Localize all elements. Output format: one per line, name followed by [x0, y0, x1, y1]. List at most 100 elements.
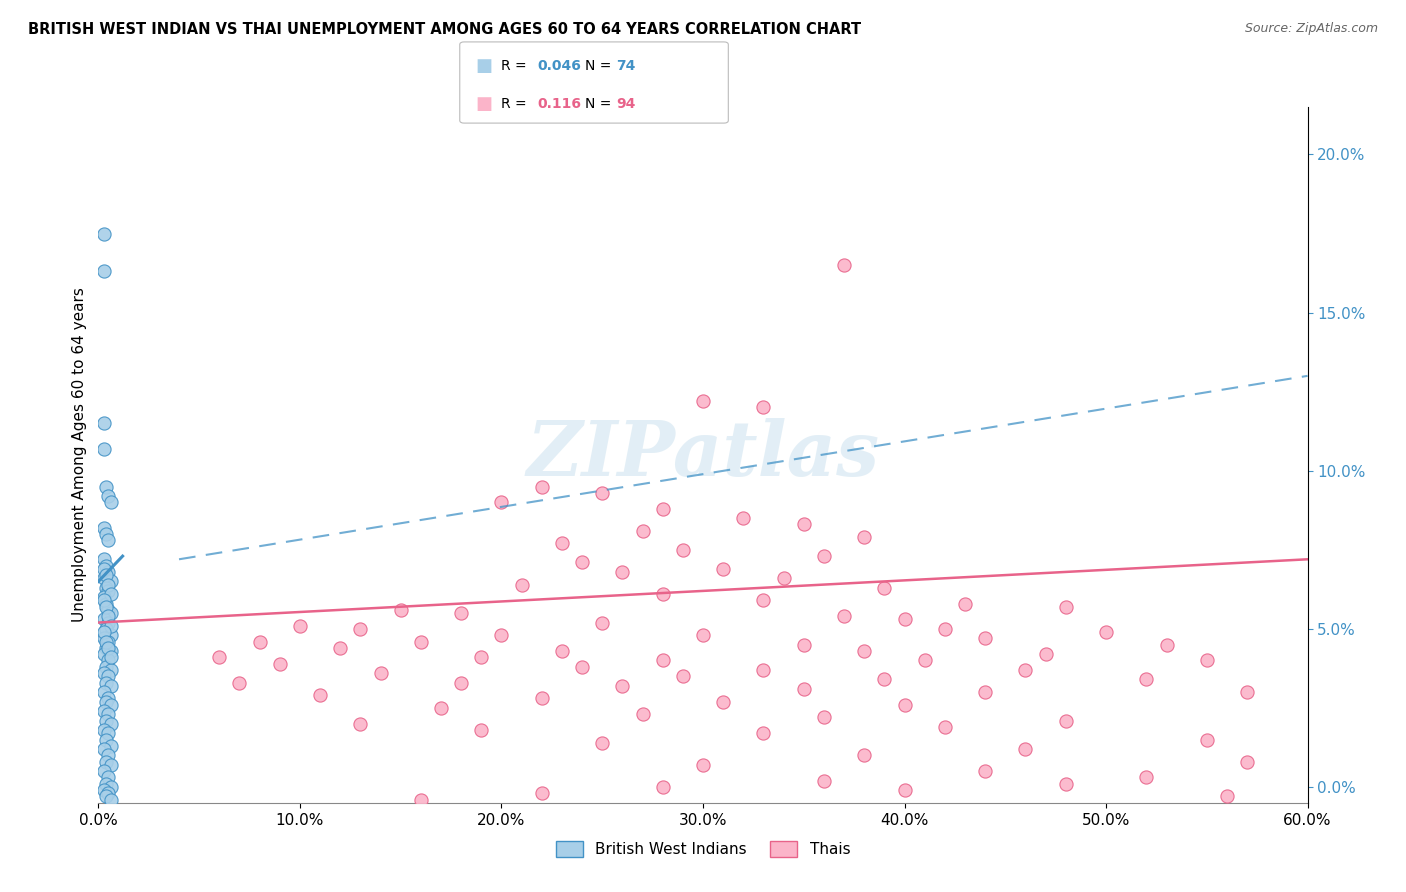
Point [1054, 714, 1077, 728]
Point [97, 603, 120, 617]
Point [97, 577, 120, 591]
Point [853, 748, 876, 763]
Point [97, 565, 120, 579]
Text: ■: ■ [475, 57, 492, 75]
Point [491, 495, 513, 509]
Point [93, 227, 115, 241]
Point [100, 618, 122, 632]
Point [96, 640, 118, 655]
Point [269, 657, 291, 671]
Point [349, 622, 371, 636]
Point [934, 622, 956, 636]
Point [571, 660, 593, 674]
Point [491, 628, 513, 642]
Point [370, 666, 392, 681]
Point [93, 552, 115, 566]
Point [974, 632, 997, 646]
Point [409, 792, 432, 806]
Text: R =: R = [501, 96, 534, 111]
Point [93, 442, 115, 456]
Point [752, 593, 775, 607]
Point [100, 606, 122, 620]
Point [551, 644, 574, 658]
Point [733, 511, 755, 525]
Point [409, 634, 432, 648]
Point [100, 679, 122, 693]
Point [97, 609, 120, 624]
Point [672, 542, 695, 557]
Point [96, 777, 118, 791]
Point [934, 720, 956, 734]
Point [97, 615, 120, 630]
Point [97, 653, 120, 667]
Point [470, 723, 492, 737]
Point [100, 663, 122, 677]
Point [100, 650, 122, 665]
Point [1216, 789, 1239, 804]
Point [97, 707, 120, 722]
Point [430, 701, 453, 715]
Point [96, 558, 118, 573]
Point [470, 650, 492, 665]
Point [93, 723, 115, 737]
Point [711, 562, 734, 576]
Text: 0.116: 0.116 [537, 96, 581, 111]
Point [651, 780, 673, 794]
Point [450, 675, 472, 690]
Point [96, 660, 118, 674]
Point [93, 764, 115, 779]
Point [692, 628, 714, 642]
Point [100, 698, 122, 712]
Point [97, 748, 120, 763]
Point [530, 786, 553, 800]
Point [1156, 638, 1178, 652]
Point [530, 479, 553, 493]
Point [1014, 742, 1036, 756]
Point [93, 742, 115, 756]
Point [793, 638, 815, 652]
Point [711, 695, 734, 709]
Point [1195, 653, 1218, 667]
Point [692, 394, 714, 409]
Point [96, 789, 118, 804]
Point [813, 773, 835, 788]
Point [97, 640, 120, 655]
Point [100, 757, 122, 772]
Point [1054, 599, 1077, 614]
Point [96, 695, 118, 709]
Text: 0.046: 0.046 [537, 59, 581, 73]
Point [100, 644, 122, 658]
Point [651, 587, 673, 601]
Point [93, 632, 115, 646]
Text: N =: N = [585, 96, 616, 111]
Point [873, 673, 896, 687]
Point [100, 792, 122, 806]
Point [530, 691, 553, 706]
Point [93, 417, 115, 431]
Point [1095, 625, 1118, 640]
Point [100, 495, 122, 509]
Point [93, 521, 115, 535]
Point [752, 401, 775, 415]
Point [97, 634, 120, 648]
Text: BRITISH WEST INDIAN VS THAI UNEMPLOYMENT AMONG AGES 60 TO 64 YEARS CORRELATION C: BRITISH WEST INDIAN VS THAI UNEMPLOYMENT… [28, 22, 862, 37]
Point [96, 755, 118, 769]
Point [1014, 663, 1036, 677]
Point [97, 726, 120, 740]
Point [93, 704, 115, 718]
Point [651, 501, 673, 516]
Point [93, 783, 115, 797]
Point [752, 726, 775, 740]
Point [510, 577, 533, 591]
Point [93, 625, 115, 640]
Point [974, 685, 997, 699]
Point [100, 574, 122, 589]
Point [100, 780, 122, 794]
Point [93, 666, 115, 681]
Point [93, 593, 115, 607]
Point [100, 739, 122, 753]
Point [96, 675, 118, 690]
Point [974, 764, 997, 779]
Point [97, 489, 120, 503]
Text: R =: R = [501, 59, 530, 73]
